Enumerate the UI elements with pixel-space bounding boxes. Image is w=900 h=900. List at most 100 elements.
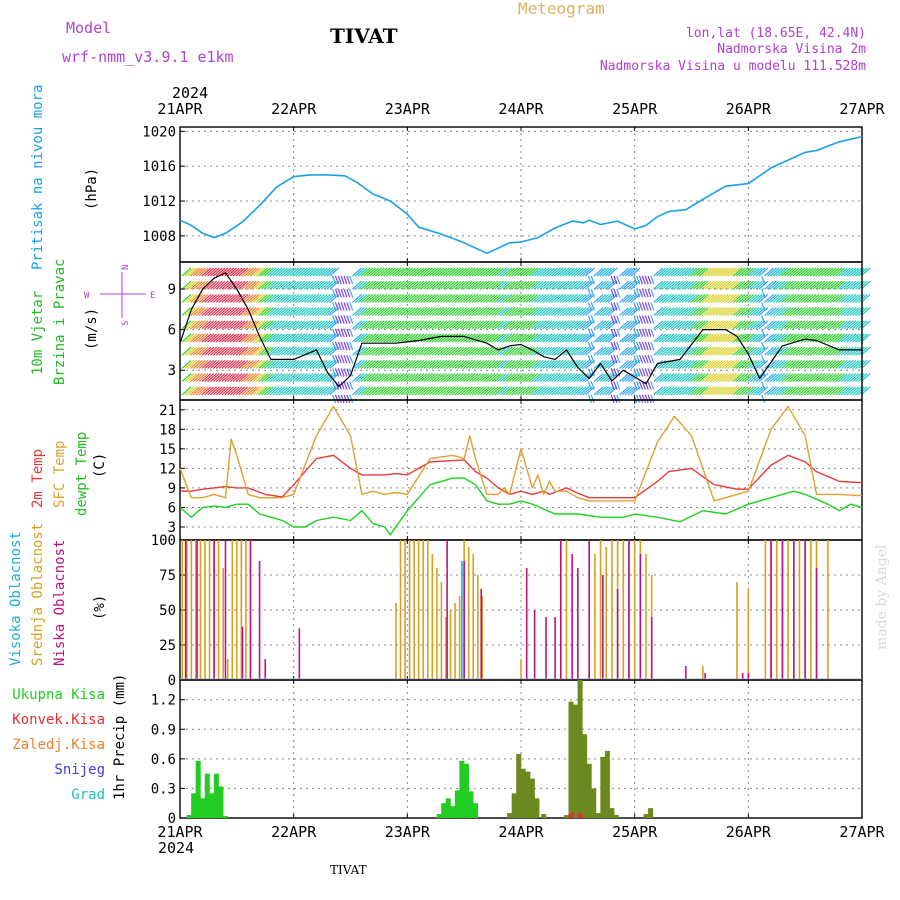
wind-barb: [244, 280, 254, 290]
wind-barb: [212, 373, 223, 383]
wind-barb: [568, 267, 578, 277]
wind-barb: [431, 333, 442, 343]
wind-barb: [241, 346, 252, 356]
total-precip-label: Ukupna Kisa: [12, 687, 105, 703]
wind-barb: [201, 293, 212, 303]
temp-ytick-label: 6: [168, 500, 176, 516]
wind-barb: [528, 267, 539, 277]
wind-barb: [448, 359, 459, 369]
wind-barb: [377, 267, 388, 277]
wind-barb: [343, 315, 348, 324]
wind-barb: [286, 307, 297, 317]
wind-barb: [210, 346, 220, 356]
wind-barb: [712, 346, 723, 356]
wind-barb: [721, 307, 732, 317]
wind-barb: [724, 333, 735, 343]
wind-barb: [229, 386, 240, 396]
wind-barb: [562, 373, 573, 383]
wind-barb: [565, 386, 576, 396]
wind-barb: [789, 320, 800, 330]
wind-barb: [562, 293, 573, 303]
wind-barb: [812, 307, 823, 317]
wind-barb: [286, 293, 297, 303]
wind-barb: [363, 267, 374, 277]
wind-barb: [519, 373, 530, 383]
wind-barb: [789, 307, 800, 317]
wind-barb: [792, 373, 803, 383]
wind-barb: [806, 359, 817, 369]
wind-barb: [408, 267, 419, 277]
wind-barb: [207, 267, 217, 277]
wind-barb: [747, 307, 757, 317]
graupel-label: Grad: [71, 787, 105, 803]
wind-barb: [440, 333, 450, 343]
wind-barb: [653, 267, 664, 277]
wind-barb: [698, 373, 709, 383]
wind-barb: [471, 293, 482, 303]
wind-barb: [539, 359, 550, 369]
wind-barb: [832, 386, 843, 396]
wind-barb: [397, 333, 408, 343]
wind-barb: [309, 293, 320, 303]
wind-barb: [803, 359, 814, 369]
wind-barb: [638, 275, 644, 285]
wind-barb: [244, 346, 254, 356]
wind-barb: [389, 280, 399, 290]
wind-barb: [343, 341, 348, 351]
wind-barb: [806, 293, 817, 303]
wind-barb: [334, 341, 340, 351]
wind-barb: [482, 373, 493, 383]
temperature-panel: 2m Temp SFC Temp dewpt Temp (C) 36912151…: [30, 399, 863, 541]
wind-barb: [548, 386, 558, 396]
wind-barb: [539, 293, 550, 303]
wind-barb: [195, 359, 206, 369]
wind-barb: [357, 307, 368, 317]
wind-barb: [386, 346, 396, 356]
wind-barb: [184, 373, 195, 383]
wind-barb: [766, 333, 777, 343]
wind-barb: [531, 293, 541, 303]
wind-barb: [528, 346, 539, 356]
wind-barb: [408, 346, 419, 356]
wind-barb: [718, 293, 729, 303]
wind-barb: [201, 386, 212, 396]
wind-barb: [690, 280, 701, 290]
total-precip-bar: [191, 793, 197, 818]
wind-barb: [491, 346, 502, 356]
wind-barb: [252, 333, 263, 343]
wind-barb: [664, 280, 675, 290]
total-precip-bar: [573, 704, 579, 818]
wind-barb: [838, 386, 848, 396]
wind-barb: [542, 293, 553, 303]
wind-barb: [818, 373, 828, 383]
wind-barb: [613, 394, 618, 404]
wind-barb: [505, 307, 516, 317]
wind-barb: [747, 293, 757, 303]
wind-barb: [460, 293, 470, 303]
wind-barb: [460, 359, 470, 369]
wind-barb: [835, 346, 845, 356]
wind-barb: [400, 359, 411, 369]
wind-barb: [298, 280, 308, 290]
wind-barb: [707, 373, 718, 383]
wind-barb: [434, 280, 445, 290]
wind-barb: [809, 267, 820, 277]
wind-barb: [423, 373, 433, 383]
wind-barb: [548, 333, 558, 343]
wind-barb: [769, 280, 780, 290]
wind-barb: [551, 267, 561, 277]
wind-barb: [758, 346, 769, 356]
wind-barb: [292, 267, 303, 277]
wind-barb: [712, 267, 723, 277]
wind-barb: [400, 267, 411, 277]
wind-barb: [201, 307, 212, 317]
wind-barb: [264, 307, 274, 317]
wind-barb: [221, 267, 232, 277]
wind-barb: [730, 280, 740, 290]
wind-barb: [596, 320, 607, 330]
wind-barb: [363, 359, 374, 369]
cloud-ytick-label: 75: [159, 568, 176, 584]
wind-barb: [772, 359, 783, 369]
wind-barb: [349, 328, 354, 338]
